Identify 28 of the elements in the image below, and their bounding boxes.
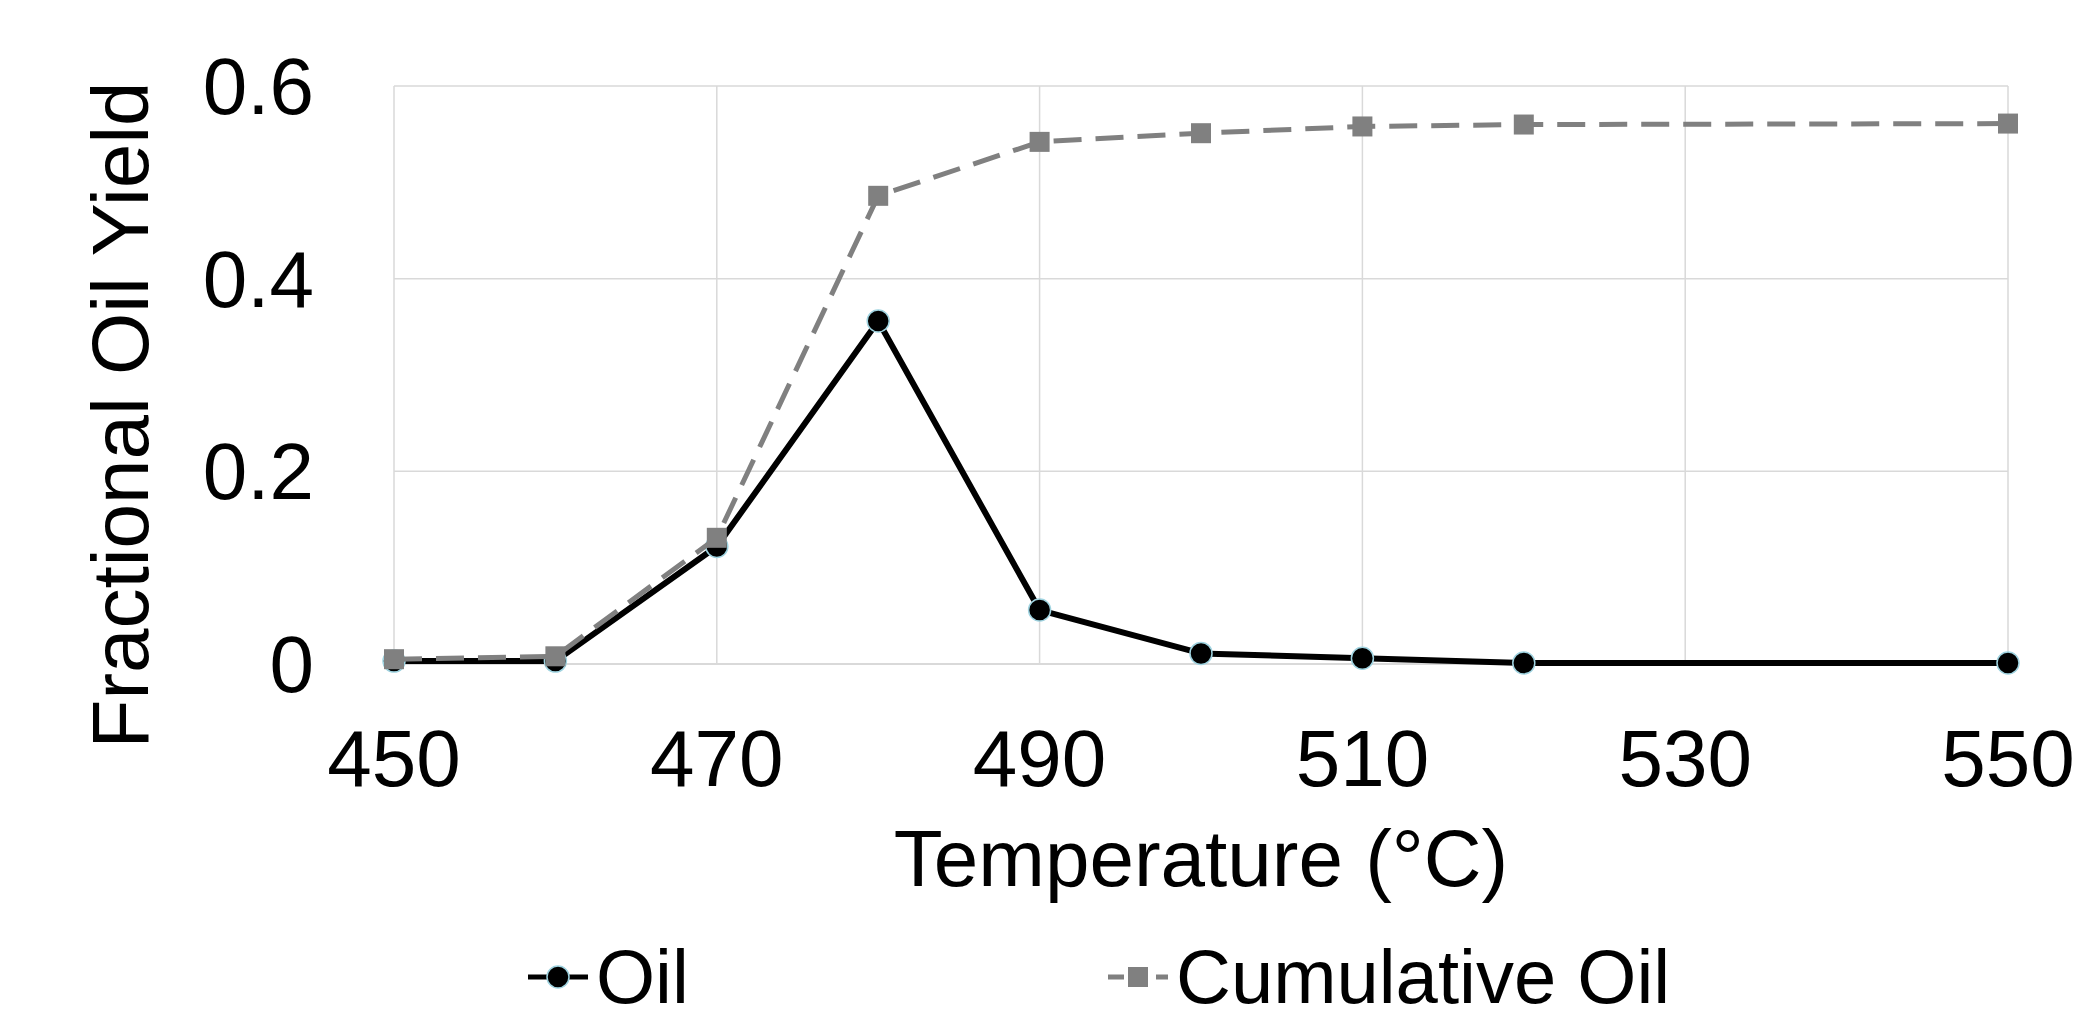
point <box>1027 598 1052 622</box>
y-tick-label: 0.6 <box>202 42 314 131</box>
x-tick-label: 470 <box>650 714 784 803</box>
point <box>868 185 889 206</box>
y-tick-label: 0.4 <box>202 234 314 324</box>
x-tick-label: 450 <box>327 714 461 803</box>
x-tick-label: 490 <box>972 714 1107 803</box>
y-tick-label: 0.2 <box>202 427 314 517</box>
point <box>1998 113 2018 134</box>
x-axis-title: Temperature (°C) <box>893 814 1509 903</box>
legend-label: Oil <box>596 934 689 1019</box>
point <box>1191 123 1211 144</box>
point <box>1512 651 1536 675</box>
point <box>866 309 890 333</box>
point <box>1029 131 1050 152</box>
legend-label: Cumulative Oil <box>1176 934 1671 1019</box>
point <box>706 527 727 548</box>
point <box>1350 646 1375 670</box>
x-tick-label: 550 <box>1941 714 2075 803</box>
y-axis-title: Fractional Oil Yield <box>76 81 165 749</box>
point <box>545 646 566 667</box>
x-tick-label: 530 <box>1618 714 1752 803</box>
point <box>1189 641 1213 666</box>
point <box>1352 116 1373 137</box>
y-tick-label: 0 <box>269 620 314 709</box>
point <box>1996 651 2020 675</box>
point <box>1513 114 1534 135</box>
x-tick-label: 510 <box>1295 714 1430 803</box>
